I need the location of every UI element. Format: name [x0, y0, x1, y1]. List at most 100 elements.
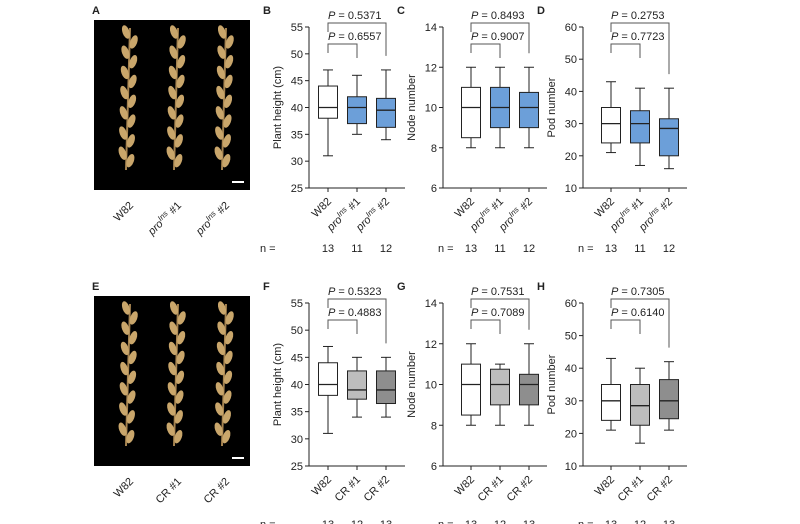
y-tick-label: 6	[431, 461, 437, 473]
y-tick-label: 30	[565, 119, 577, 131]
n-label: n =	[438, 243, 454, 255]
label-base: W82	[112, 476, 136, 500]
n-value: 11	[351, 243, 362, 255]
box-0	[318, 345, 338, 470]
pod	[127, 94, 137, 108]
p-value-label: P = 0.7305	[611, 286, 665, 298]
pod	[169, 301, 179, 315]
plant-stem	[221, 303, 227, 447]
n-value: 13	[322, 243, 334, 255]
p-value: = 0.9007	[478, 31, 524, 43]
pod	[222, 429, 231, 444]
n-value: 12	[523, 243, 535, 255]
n-label: n =	[578, 519, 594, 524]
y-tick-label: 60	[565, 298, 577, 310]
y-axis-label: Pod number	[546, 77, 558, 137]
pod	[129, 311, 138, 325]
n-value: 12	[494, 519, 506, 524]
n-value: 12	[663, 243, 675, 255]
y-tick-label: 20	[565, 151, 577, 163]
pod	[168, 361, 177, 376]
pod	[127, 114, 136, 128]
pod	[176, 350, 185, 365]
pod	[222, 153, 231, 168]
plant-stem	[125, 303, 131, 447]
p-value-label: P = 0.4883	[328, 307, 382, 319]
box-1	[630, 87, 650, 192]
box-0	[461, 343, 481, 470]
p-value-label: P = 0.7531	[471, 286, 525, 298]
p-value-label: P = 0.5323	[328, 286, 382, 298]
x-tick-label: CR #1	[476, 474, 507, 505]
significance-bracket	[610, 298, 670, 348]
pod	[127, 370, 137, 384]
p-value-label: P = 0.7723	[611, 31, 665, 43]
pod	[215, 402, 224, 416]
genotype-label: proIns #1	[144, 198, 184, 238]
p-symbol: P	[471, 31, 479, 43]
pod	[175, 114, 184, 128]
panel-label: E	[92, 281, 99, 293]
pod	[174, 429, 183, 444]
box-iqr	[630, 110, 650, 144]
pod	[169, 45, 178, 59]
pod	[121, 321, 130, 335]
pod	[225, 35, 234, 49]
box-iqr	[376, 370, 396, 405]
y-tick-label: 30	[291, 434, 303, 446]
label-base: CR #1	[616, 474, 647, 505]
p-value: = 0.6557	[335, 31, 381, 43]
box-iqr	[376, 97, 396, 128]
p-value: = 0.6140	[618, 307, 664, 319]
pod	[176, 74, 185, 89]
x-tick-label: CR #2	[505, 474, 536, 505]
pod	[120, 361, 129, 376]
box-0	[601, 81, 621, 192]
p-value: = 0.4883	[335, 307, 381, 319]
pod	[216, 65, 225, 80]
n-label: n =	[438, 519, 454, 524]
box-iqr	[461, 86, 481, 139]
p-value-label: P = 0.2753	[611, 10, 665, 22]
label-base: W82	[310, 196, 334, 220]
p-symbol: P	[471, 10, 479, 22]
pod	[167, 106, 176, 120]
y-tick-label: 8	[431, 143, 437, 155]
p-symbol: P	[328, 31, 336, 43]
pod	[119, 402, 128, 416]
pod	[166, 422, 175, 436]
pod	[120, 341, 129, 356]
pod	[225, 311, 234, 325]
pod	[214, 146, 223, 160]
y-tick-label: 55	[291, 298, 303, 310]
x-tick-label: CR #2	[645, 474, 676, 505]
box-iqr	[659, 379, 679, 420]
plant-stem	[173, 303, 179, 447]
pod	[119, 106, 128, 120]
pod	[168, 341, 177, 356]
box-iqr	[318, 362, 338, 396]
pod	[175, 370, 185, 384]
box-2	[659, 87, 679, 192]
pod	[119, 126, 128, 140]
plant	[118, 301, 138, 447]
x-tick-label: CR #1	[616, 474, 647, 505]
y-tick-label: 40	[291, 380, 303, 392]
pod	[128, 74, 137, 89]
pod	[119, 382, 128, 396]
significance-bracket	[327, 319, 358, 334]
label-base: CR #2	[202, 476, 233, 507]
pod	[167, 402, 176, 416]
pod	[216, 341, 225, 356]
label-base: CR #2	[362, 474, 393, 505]
y-axis-label: Node number	[406, 74, 418, 141]
pod	[222, 134, 231, 148]
pod	[217, 25, 227, 39]
pod	[223, 94, 233, 108]
significance-bracket	[610, 43, 641, 58]
y-axis-label: Plant height (cm)	[272, 66, 284, 149]
y-tick-label: 35	[291, 129, 303, 141]
